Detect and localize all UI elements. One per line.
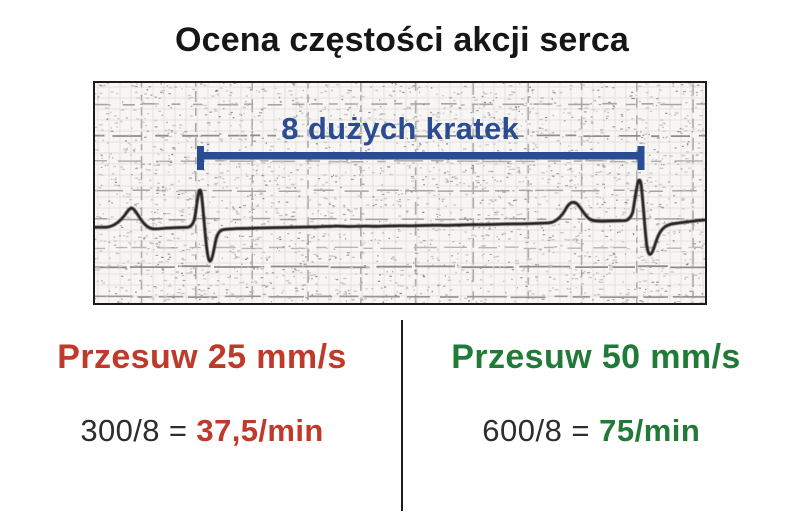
svg-text:8 dużych kratek: 8 dużych kratek [281,111,519,146]
